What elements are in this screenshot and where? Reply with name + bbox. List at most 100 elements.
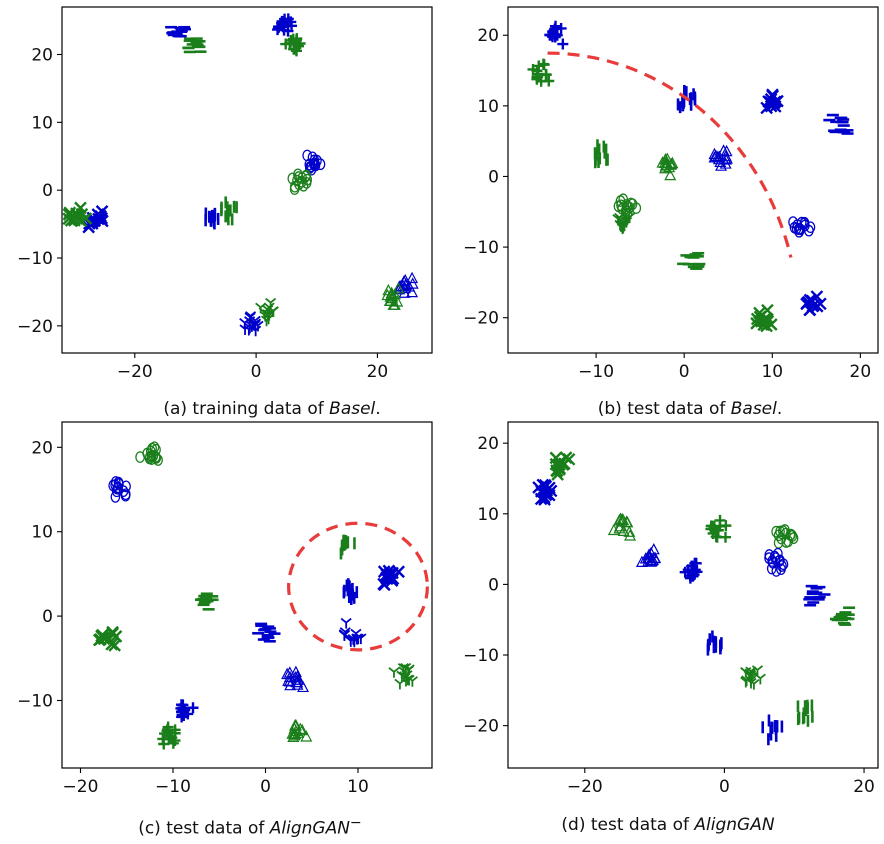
data-point-plus-marker <box>557 38 569 50</box>
dashed-red-boundary-arc <box>547 51 793 258</box>
data-point-circle-marker <box>294 178 304 191</box>
caption-panel-b: (b) test data of Basel. <box>470 399 884 419</box>
data-point-plus-marker <box>158 738 170 750</box>
data-point-plus-marker <box>287 33 299 45</box>
data-point-plus-marker <box>720 520 732 532</box>
data-point-triangle-marker <box>291 673 304 685</box>
caption-c-prefix: (c) test data of <box>138 818 270 839</box>
data-point-triangle-marker <box>720 144 733 157</box>
data-point-triangle-marker <box>717 144 730 156</box>
x-tick-label: 20 <box>853 777 875 797</box>
axes-frame <box>61 421 433 769</box>
data-point-tri-down-marker <box>249 320 261 331</box>
caption-a-prefix: (a) training data of <box>163 399 330 419</box>
data-point-triangle-marker <box>297 680 310 693</box>
panel-b: −10 0 10 20 −20 −10 0 10 20 <box>463 6 879 382</box>
data-point-triangle-marker <box>392 282 405 294</box>
data-point-triangle-marker <box>292 726 305 738</box>
data-point-circle-marker <box>804 224 814 237</box>
data-point-plus-marker <box>679 566 691 578</box>
plot-area-d <box>532 451 856 746</box>
y-tick-label: 10 <box>477 97 499 117</box>
data-point-plus-marker <box>543 75 555 87</box>
data-point-tri-down-marker <box>388 667 400 678</box>
data-point-tri-down-marker <box>351 633 363 645</box>
data-point-triangle-marker <box>289 724 302 737</box>
data-point-triangle-marker <box>284 678 297 691</box>
caption-a-name: Basel <box>329 399 376 419</box>
y-tick-label: 20 <box>477 26 499 46</box>
data-point-tri-down-marker <box>403 674 415 686</box>
data-point-triangle-marker <box>617 524 630 536</box>
data-point-x-marker <box>95 211 109 225</box>
data-point-plus-marker <box>709 524 721 536</box>
y-tick-label: 10 <box>477 505 499 525</box>
y-tick-label: 10 <box>31 113 53 133</box>
x-tick-label: −10 <box>578 362 614 382</box>
data-point-triangle-marker <box>664 168 677 181</box>
data-point-circle-marker <box>615 195 626 207</box>
x-tick-label: −20 <box>567 777 603 797</box>
data-point-circle-marker <box>304 158 315 171</box>
data-point-plus-marker <box>547 26 559 38</box>
data-point-triangle-marker <box>388 287 401 300</box>
y-tick-label: 0 <box>42 181 53 201</box>
y-tick-label: −20 <box>463 309 499 329</box>
data-point-plus-marker <box>187 702 199 714</box>
plot-area-c <box>92 441 429 750</box>
caption-panel-a: (a) training data of Basel. <box>52 399 492 419</box>
data-point-x-marker <box>768 95 782 109</box>
data-point-circle-marker <box>144 452 155 465</box>
data-point-plus-marker <box>273 21 285 33</box>
y-tick-label: −20 <box>463 717 499 737</box>
caption-panel-d: (d) test data of AlignGAN <box>448 815 884 835</box>
data-point-circle-marker <box>781 527 791 540</box>
axes-frame <box>507 6 879 354</box>
data-point-plus-marker <box>540 69 552 81</box>
data-point-tri-down-marker <box>402 665 414 677</box>
data-point-circle-marker <box>135 451 145 463</box>
data-point-tri-down-marker <box>398 666 410 678</box>
x-tick-label: 0 <box>719 777 730 797</box>
data-point-circle-marker <box>310 158 321 171</box>
data-point-x-marker <box>386 566 399 580</box>
plot-area-a <box>62 13 419 337</box>
data-point-x-marker <box>540 484 554 497</box>
data-point-tri-down-marker <box>340 617 352 629</box>
data-point-circle-marker <box>120 489 131 502</box>
data-point-circle-marker <box>771 525 781 538</box>
data-point-plus-marker <box>294 37 306 49</box>
data-point-x-marker <box>804 294 818 308</box>
data-point-circle-marker <box>315 158 326 171</box>
data-point-circle-marker <box>292 174 302 187</box>
x-tick-label: −20 <box>117 362 153 382</box>
panel-d: −20 0 20 −20 −10 0 10 20 <box>463 421 879 797</box>
data-point-tri-down-marker <box>239 324 251 336</box>
x-tick-label: 20 <box>850 362 872 382</box>
data-point-circle-marker <box>764 549 775 561</box>
data-point-x-marker <box>74 214 88 228</box>
data-point-circle-marker <box>110 476 121 488</box>
data-point-circle-marker <box>788 216 798 228</box>
data-point-triangle-marker <box>646 553 659 566</box>
data-point-circle-marker <box>766 562 777 575</box>
data-point-tri-down-marker <box>614 212 626 224</box>
data-point-circle-marker <box>788 532 799 545</box>
data-point-circle-marker <box>150 451 161 463</box>
data-point-x-marker <box>753 306 766 320</box>
data-point-triangle-marker <box>708 151 721 163</box>
data-point-x-marker <box>88 214 102 228</box>
data-point-x-marker <box>74 201 87 215</box>
y-tick-label: 0 <box>488 167 499 187</box>
data-point-triangle-marker <box>300 730 313 742</box>
data-point-x-marker <box>766 88 779 102</box>
data-point-triangle-marker <box>388 298 401 310</box>
data-point-x-marker <box>537 491 551 504</box>
caption-b-prefix: (b) test data of <box>597 399 731 419</box>
caption-panel-c: (c) test data of AlignGAN− <box>30 815 470 839</box>
data-point-triangle-marker <box>719 157 732 169</box>
x-tick-label: 0 <box>251 362 262 382</box>
y-tick-label: −10 <box>463 238 499 258</box>
data-point-tri-down-marker <box>748 678 760 690</box>
